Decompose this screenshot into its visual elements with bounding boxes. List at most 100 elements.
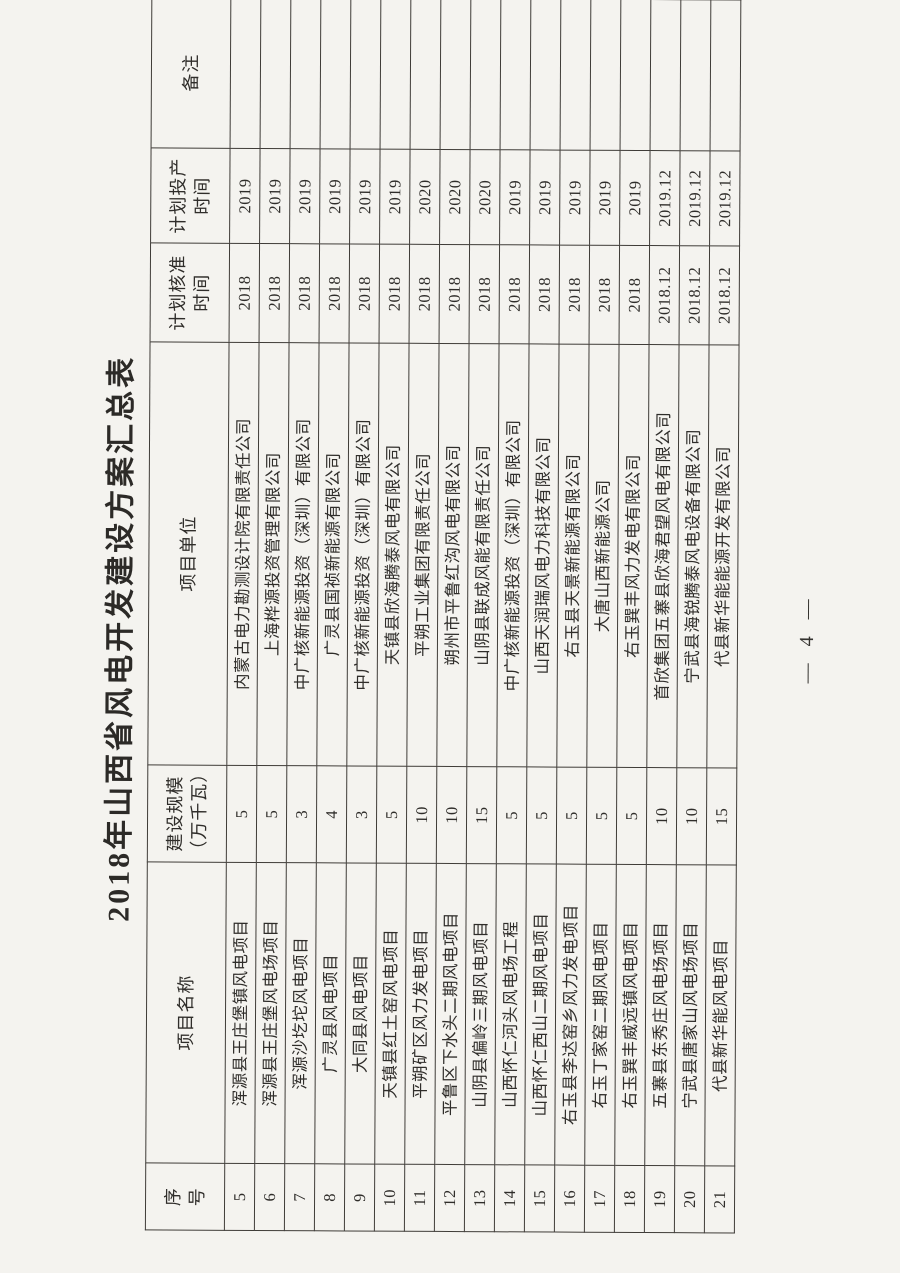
cell-name: 天镇县红土窑风电项目 bbox=[374, 863, 407, 1165]
cell-unit: 中广核新能源投资（深圳）有限公司 bbox=[346, 342, 380, 767]
cell-no: 20 bbox=[674, 1165, 705, 1233]
cell-name: 浑源县王庄堡风电场项目 bbox=[254, 862, 287, 1164]
cell-remark bbox=[380, 0, 411, 150]
cell-remark bbox=[620, 0, 651, 151]
cell-unit: 上海桦源投资管理有限公司 bbox=[256, 342, 290, 766]
cell-unit: 首欣集团五寨县欣海君望风电有限公司 bbox=[646, 344, 680, 768]
cell-no: 16 bbox=[554, 1165, 585, 1233]
cell-no: 18 bbox=[614, 1165, 645, 1233]
cell-approve: 2018 bbox=[439, 244, 470, 344]
cell-unit: 朔州市平鲁红沟风电有限公司 bbox=[436, 343, 470, 767]
cell-scale: 10 bbox=[436, 766, 467, 864]
cell-remark bbox=[530, 0, 561, 151]
cell-no: 7 bbox=[284, 1163, 315, 1231]
column-header-prod: 计划投产 时间 bbox=[150, 147, 231, 244]
cell-unit: 代县新华能能源开发有限公司 bbox=[706, 344, 740, 769]
cell-remark bbox=[290, 0, 321, 149]
cell-no: 13 bbox=[464, 1164, 495, 1232]
cell-remark bbox=[560, 0, 591, 151]
column-header-approve: 计划核准 时间 bbox=[150, 242, 230, 343]
cell-remark bbox=[410, 0, 441, 150]
cell-approve: 2018 bbox=[229, 243, 260, 343]
cell-unit: 平朔工业集团有限责任公司 bbox=[406, 343, 440, 767]
table-header: 序 号项目名称 建设规模 （万千瓦） 项目单位 计划核准 时间 计划投产 时间 备注 bbox=[145, 0, 231, 1231]
cell-name: 右玉巽丰威远镇风电项目 bbox=[614, 864, 647, 1166]
cell-remark bbox=[440, 0, 471, 150]
cell-remark bbox=[650, 0, 681, 151]
cell-unit: 中广核新能源投资（深圳）有限公司 bbox=[286, 342, 320, 766]
cell-prod: 2019.12 bbox=[649, 150, 681, 246]
cell-remark bbox=[470, 0, 501, 150]
cell-prod: 2019 bbox=[589, 150, 621, 246]
cell-name: 浑源沙圪坨风电项目 bbox=[284, 862, 317, 1164]
cell-scale: 15 bbox=[466, 766, 497, 864]
cell-scale: 15 bbox=[706, 767, 737, 866]
cell-scale: 5 bbox=[496, 766, 527, 864]
table-body: 5 浑源县王庄堡镇风电项目 5 内蒙古电力勘测设计院有限责任公司 2018 2019 6 浑源… bbox=[224, 0, 741, 1233]
cell-prod: 2019 bbox=[259, 148, 291, 244]
cell-no: 21 bbox=[704, 1165, 735, 1233]
cell-scale: 5 bbox=[376, 766, 407, 864]
cell-no: 8 bbox=[314, 1163, 345, 1231]
cell-approve: 2018.12 bbox=[709, 245, 740, 346]
cell-remark bbox=[500, 0, 531, 150]
cell-prod: 2020 bbox=[409, 149, 441, 245]
cell-remark bbox=[590, 0, 621, 151]
cell-scale: 10 bbox=[646, 767, 677, 865]
cell-unit: 天镇县欣海腾泰风电有限公司 bbox=[376, 343, 410, 767]
cell-prod: 2020 bbox=[469, 149, 501, 245]
cell-prod: 2019 bbox=[379, 149, 411, 245]
cell-scale: 5 bbox=[526, 766, 557, 865]
header-row: 序 号项目名称 建设规模 （万千瓦） 项目单位 计划核准 时间 计划投产 时间 备注 bbox=[145, 0, 231, 1231]
cell-unit: 广灵县国祯新能源有限公司 bbox=[316, 342, 350, 766]
cell-name: 代县新华能风电项目 bbox=[704, 864, 737, 1166]
cell-approve: 2018.12 bbox=[679, 245, 710, 345]
cell-prod: 2019.12 bbox=[679, 150, 711, 246]
cell-approve: 2018 bbox=[589, 245, 620, 345]
column-header-scale: 建设规模 （万千瓦） bbox=[147, 764, 227, 863]
cell-name: 宁武县唐家山风电场项目 bbox=[674, 864, 707, 1166]
cell-approve: 2018 bbox=[379, 244, 410, 344]
cell-prod: 2019 bbox=[289, 148, 321, 244]
cell-prod: 2019 bbox=[349, 148, 381, 245]
column-header-remark: 备注 bbox=[151, 0, 231, 149]
cell-approve: 2018 bbox=[469, 244, 500, 344]
cell-prod: 2019 bbox=[619, 150, 651, 246]
cell-scale: 5 bbox=[226, 765, 257, 863]
column-header-unit: 项目单位 bbox=[147, 341, 230, 766]
cell-no: 17 bbox=[584, 1165, 615, 1233]
page-title: 2018年山西省风电开发建设方案汇总表 bbox=[102, 354, 139, 922]
cell-prod: 2019 bbox=[529, 149, 561, 246]
cell-no: 10 bbox=[374, 1164, 405, 1232]
cell-remark bbox=[260, 0, 291, 149]
cell-name: 右玉县李达窑乡风力发电项目 bbox=[554, 864, 587, 1166]
cell-scale: 5 bbox=[556, 767, 587, 865]
cell-unit: 山阴县联成风能有限责任公司 bbox=[466, 343, 500, 767]
cell-unit: 山西天润瑞风电力科技有限公司 bbox=[526, 343, 560, 768]
cell-no: 14 bbox=[494, 1164, 525, 1232]
cell-name: 山西怀仁西山二期风电项目 bbox=[524, 863, 557, 1166]
cell-approve: 2018 bbox=[559, 245, 590, 345]
cell-approve: 2018 bbox=[409, 244, 440, 344]
cell-remark bbox=[710, 0, 741, 152]
cell-remark bbox=[230, 0, 261, 149]
cell-name: 山西怀仁河头风电场工程 bbox=[494, 863, 527, 1165]
cell-no: 6 bbox=[254, 1163, 285, 1231]
cell-no: 19 bbox=[644, 1165, 675, 1233]
cell-unit: 右玉县天景新能源有限公司 bbox=[556, 344, 590, 768]
cell-approve: 2018 bbox=[349, 243, 380, 344]
cell-remark bbox=[680, 0, 711, 151]
cell-name: 广灵县风电项目 bbox=[314, 862, 347, 1164]
cell-name: 平鲁区下水头二期风电项目 bbox=[434, 863, 467, 1165]
cell-scale: 10 bbox=[676, 767, 707, 865]
cell-scale: 3 bbox=[346, 765, 377, 864]
table-row: 21 代县新华能风电项目 15 代县新华能能源开发有限公司 2018.12 2019.12 bbox=[704, 0, 741, 1233]
cell-unit: 宁武县海锐腾泰风电设备有限公司 bbox=[676, 344, 710, 768]
cell-remark bbox=[350, 0, 381, 150]
cell-unit: 内蒙古电力勘测设计院有限责任公司 bbox=[226, 342, 260, 766]
cell-scale: 5 bbox=[616, 767, 647, 865]
